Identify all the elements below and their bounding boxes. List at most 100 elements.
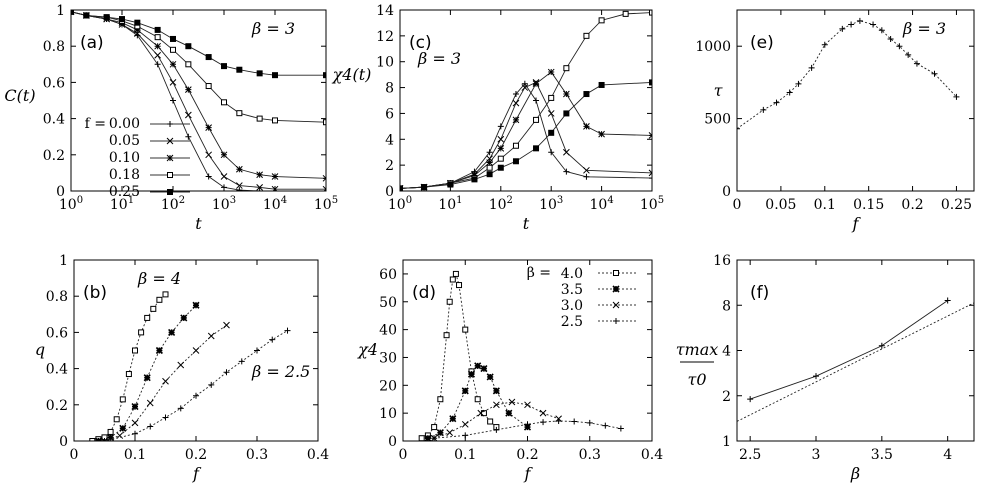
legend-entry: 0.10 — [109, 150, 140, 166]
data-point — [254, 347, 260, 354]
data-point — [169, 60, 177, 68]
y-tick-label: 20 — [379, 378, 397, 394]
data-point — [436, 429, 444, 437]
y-axis-label: τ — [714, 81, 724, 100]
data-point — [813, 373, 819, 380]
data-point — [431, 424, 438, 431]
x-tick-label: 0.05 — [765, 197, 796, 213]
data-point — [125, 371, 132, 378]
data-point — [786, 89, 793, 96]
data-point — [953, 93, 960, 100]
y-tick-label: 6 — [385, 106, 394, 122]
series-line — [98, 304, 197, 441]
data-point — [235, 182, 243, 189]
data-point — [944, 297, 951, 304]
data-point — [471, 176, 478, 183]
data-point — [547, 110, 555, 117]
y-tick-label: 50 — [379, 295, 397, 311]
data-point — [443, 332, 450, 339]
data-point — [583, 32, 590, 39]
data-point — [154, 26, 161, 33]
x-tick-label: 103 — [539, 195, 563, 213]
data-point — [221, 99, 227, 106]
panel-d: 0 0.1 0.2 0.3 0.4 0 10 20 30 40 50 60 f χ4 (d) — [357, 259, 663, 483]
annotation: β = 2.5 — [251, 362, 310, 381]
data-point — [461, 420, 469, 428]
x-tick-label: 3.5 — [871, 447, 893, 463]
panel-label: (d) — [412, 283, 436, 303]
y-tick-label: 14 — [376, 3, 394, 19]
x-tick-label: 103 — [212, 195, 236, 213]
legend-title: f = — [85, 116, 106, 132]
legend-marker — [166, 154, 174, 162]
data-point — [134, 19, 141, 26]
x-axis-label: β — [850, 464, 860, 483]
data-point — [493, 401, 500, 409]
y-tick-label: 0 — [59, 434, 68, 450]
data-point — [848, 21, 855, 28]
data-point — [205, 83, 212, 90]
series-line — [427, 365, 528, 439]
data-point — [583, 123, 590, 130]
series-fit — [737, 302, 974, 422]
data-point — [563, 65, 570, 72]
y-tick-label: 1 — [59, 253, 68, 269]
data-point — [839, 25, 846, 32]
data-point — [539, 409, 547, 417]
data-point — [208, 381, 215, 388]
y-tick-label: 1 — [722, 434, 731, 450]
data-point — [131, 419, 139, 427]
data-point — [192, 301, 200, 309]
data-point — [236, 110, 243, 117]
data-point — [497, 155, 504, 162]
legend-title: β = — [527, 265, 551, 281]
data-point — [533, 97, 540, 104]
data-point — [532, 80, 540, 88]
x-tick-label: 0.2 — [185, 447, 207, 463]
data-point — [162, 291, 169, 298]
x-axis-label: f — [524, 464, 534, 483]
series-f0.25 — [400, 79, 652, 191]
data-point — [238, 358, 245, 365]
data-point — [512, 99, 520, 107]
data-point — [808, 64, 815, 71]
x-tick-label: 105 — [314, 195, 338, 213]
series-line — [434, 420, 621, 439]
data-point — [563, 148, 570, 156]
data-point — [486, 171, 493, 178]
data-point — [586, 419, 593, 426]
data-point — [521, 84, 529, 91]
data-point — [598, 130, 605, 138]
data-point — [119, 424, 127, 432]
data-point — [622, 10, 629, 17]
data-point — [497, 144, 505, 152]
data-point — [256, 184, 264, 191]
data-point — [272, 117, 278, 124]
data-point — [272, 72, 278, 79]
data-point — [147, 423, 154, 430]
data-point — [512, 158, 519, 165]
panel-a: 100 101 102 103 104 105 0 0.2 0.4 0.6 0.8 1 t C(t) (a) — [4, 3, 338, 233]
y-axis-label: C(t) — [4, 86, 35, 105]
series-3.5 — [94, 301, 200, 441]
legend-marker — [613, 270, 619, 276]
series-data — [747, 297, 951, 403]
data-point — [461, 387, 469, 395]
data-point — [71, 10, 74, 15]
data-point — [235, 165, 243, 173]
panel-e: 0 0.05 0.1 0.15 0.2 0.25 0 500 1000 f τ (e) — [695, 9, 975, 233]
y-tick-label: 10 — [376, 55, 394, 71]
data-point — [649, 79, 652, 86]
data-point — [896, 43, 903, 50]
data-point — [493, 426, 500, 433]
legend-a: f = 0.000.050.100.180.25 — [85, 116, 190, 200]
y-axis-label: q — [35, 340, 45, 359]
x-tick-label: 0.3 — [579, 447, 601, 463]
data-point — [648, 169, 652, 177]
data-point — [512, 116, 520, 124]
data-point — [617, 425, 624, 432]
annotation: β = 3 — [417, 49, 461, 68]
x-tick-label: 0.15 — [853, 197, 884, 213]
x-tick-label: 101 — [110, 195, 134, 213]
data-point — [446, 429, 454, 436]
